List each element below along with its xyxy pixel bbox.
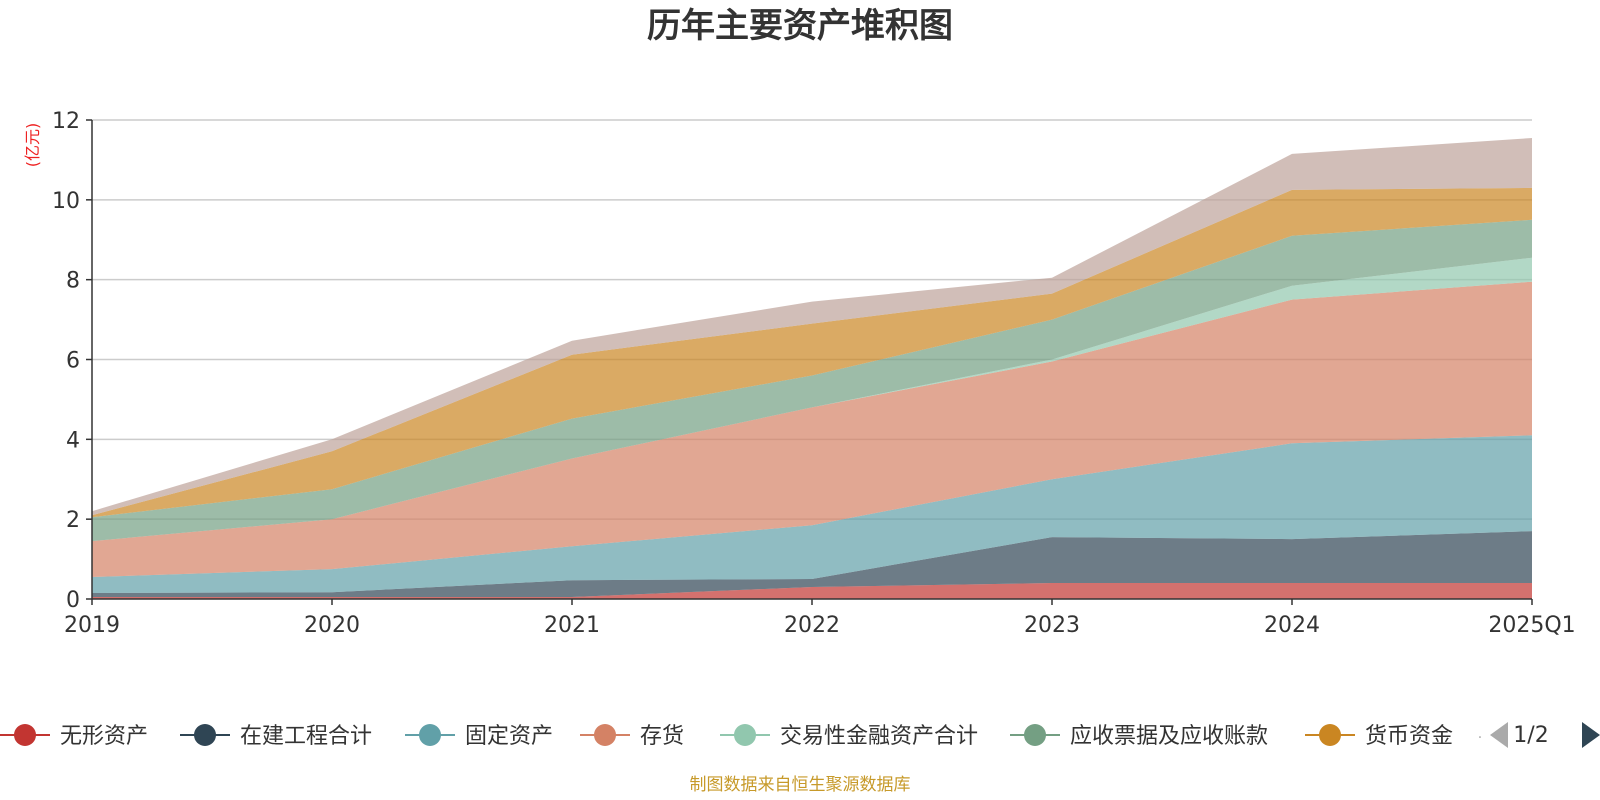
x-tick-label: 2023 — [1024, 613, 1080, 638]
chart-title: 历年主要资产堆积图 — [647, 6, 953, 46]
legend-marker-icon — [194, 724, 216, 746]
x-tick-label: 2024 — [1264, 613, 1320, 638]
y-tick-label: 8 — [66, 269, 80, 294]
legend-label: 在建工程合计 — [240, 724, 372, 749]
area-series-2 — [92, 435, 1532, 593]
legend-marker-icon — [1319, 724, 1341, 746]
legend-prev-icon[interactable] — [1490, 722, 1508, 748]
legend-page-indicator: 1/2 — [1513, 723, 1548, 748]
y-tick-label: 12 — [52, 109, 80, 134]
legend-label: 货币资金 — [1365, 724, 1453, 749]
legend-marker-icon — [14, 724, 36, 746]
y-tick-label: 10 — [52, 189, 80, 214]
stacked-areas — [92, 138, 1532, 599]
legend-item-3[interactable]: 存货 — [580, 724, 684, 749]
legend-label: 交易性金融资产合计 — [780, 724, 978, 749]
legend-item-2[interactable]: 固定资产 — [405, 724, 553, 749]
legend-label: 固定资产 — [465, 724, 553, 749]
x-tick-label: 2020 — [304, 613, 360, 638]
y-tick-label: 6 — [66, 349, 80, 374]
data-source-note: 制图数据来自恒生聚源数据库 — [690, 775, 911, 795]
area-series-5 — [92, 219, 1532, 542]
legend-marker-icon — [734, 724, 756, 746]
legend-marker-icon — [419, 724, 441, 746]
legend-next-icon[interactable] — [1582, 722, 1600, 748]
y-tick-label: 0 — [66, 588, 80, 613]
legend-item-6[interactable]: 货币资金 — [1305, 724, 1453, 749]
area-series-4 — [92, 257, 1532, 542]
legend-item-4[interactable]: 交易性金融资产合计 — [720, 724, 978, 749]
x-tick-label: 2019 — [64, 613, 120, 638]
y-tick-label: 2 — [66, 508, 80, 533]
legend-marker-icon — [1024, 724, 1046, 746]
legend-item-0[interactable]: 无形资产 — [0, 724, 148, 749]
x-tick-label: 2021 — [544, 613, 600, 638]
area-series-3 — [92, 281, 1532, 577]
x-tick-label: 2025Q1 — [1488, 613, 1575, 638]
area-series-0 — [92, 583, 1532, 599]
legend[interactable]: 无形资产 在建工程合计 固定资产 存货 交易性金融资产合计 应收票据及应收账款 货币资金 · — [0, 724, 1482, 749]
legend-label: 无形资产 — [60, 724, 148, 749]
axes: 0 2 4 6 8 10 12 2019 2020 2021 2022 2023 2024 2025Q1 — [52, 109, 1576, 638]
legend-item-1[interactable]: 在建工程合计 — [180, 724, 372, 749]
legend-label: 应收票据及应收账款 — [1070, 724, 1268, 749]
legend-overflow-dot: · — [1478, 730, 1482, 746]
x-tick-label: 2022 — [784, 613, 840, 638]
legend-item-5[interactable]: 应收票据及应收账款 — [1010, 724, 1268, 749]
area-series-1 — [92, 531, 1532, 597]
legend-pager[interactable]: 1/2 — [1490, 722, 1600, 748]
y-axis-unit: (亿元) — [23, 123, 42, 168]
area-series-6 — [92, 187, 1532, 518]
y-tick-label: 4 — [66, 428, 80, 453]
area-series-7 — [92, 138, 1532, 516]
legend-label: 存货 — [640, 724, 684, 749]
legend-marker-icon — [594, 724, 616, 746]
